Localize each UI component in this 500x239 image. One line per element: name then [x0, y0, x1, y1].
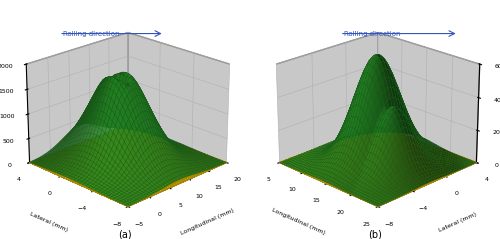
- X-axis label: Longitudinal (mm): Longitudinal (mm): [180, 208, 235, 236]
- Text: Rolling direction: Rolling direction: [344, 31, 401, 37]
- Y-axis label: Lateral (mm): Lateral (mm): [29, 211, 68, 233]
- Y-axis label: Lateral (mm): Lateral (mm): [438, 211, 477, 233]
- Text: Rolling direction: Rolling direction: [64, 31, 120, 37]
- Title: (a): (a): [118, 229, 132, 239]
- Title: (b): (b): [368, 229, 382, 239]
- X-axis label: Longitudinal (mm): Longitudinal (mm): [271, 208, 326, 236]
